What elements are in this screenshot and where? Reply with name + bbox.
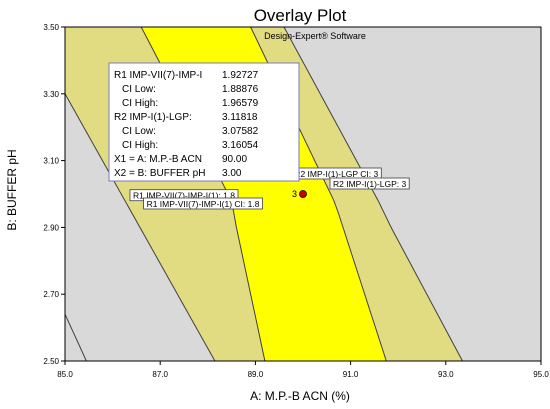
x-tick-label: 91.0 <box>343 370 359 379</box>
design-point: 3 <box>292 189 307 199</box>
flag-label-2: R1 IMP-VII(7)-IMP-I(1) CI: 1.8 <box>147 199 260 209</box>
y-axis-ticks: 2.50 2.70 2.90 3.10 3.30 3.50 <box>43 23 65 366</box>
info-label-r2: R2 IMP-I(1)-LGP: <box>114 112 192 123</box>
software-label: Design-Expert® Software <box>264 31 366 41</box>
info-value-r2-ci-high: 3.16054 <box>222 140 259 151</box>
y-tick-label: 2.90 <box>43 223 59 232</box>
info-value-r2: 3.11818 <box>222 112 258 123</box>
info-label-r2-ci-high: CI High: <box>122 140 158 151</box>
y-tick-label: 3.30 <box>43 90 59 99</box>
y-tick-label: 2.50 <box>43 357 59 366</box>
x-tick-label: 95.0 <box>533 370 549 379</box>
flag-box-4 <box>329 177 410 190</box>
y-tick-label: 3.50 <box>43 23 59 32</box>
y-axis-label: B: BUFFER pH <box>5 149 19 230</box>
info-label-r1-ci-high: CI High: <box>122 98 158 109</box>
contour-line-5 <box>64 313 87 362</box>
info-value-r1-ci-low: 1.88876 <box>222 84 259 95</box>
contour-line-1 <box>64 93 216 362</box>
contour-line-4 <box>283 26 463 362</box>
x-axis-label: A: M.P.-B ACN (%) <box>250 389 350 403</box>
contour-boundaries <box>64 26 463 362</box>
info-label-x2: X2 = B: BUFFER pH <box>114 168 205 179</box>
design-point-label: 3 <box>292 189 297 199</box>
info-label-r1: R1 IMP-VII(7)-IMP-I <box>114 70 202 81</box>
flag-label-4: R2 IMP-I(1)-LGP: 3 <box>333 179 406 189</box>
x-tick-label: 89.0 <box>248 370 264 379</box>
info-box-frame <box>108 62 300 182</box>
chart-title: Overlay Plot <box>254 6 347 25</box>
info-value-x2: 3.00 <box>222 168 242 179</box>
flag-label-1: R1 IMP-VII(7)-IMP-I(1): 1.8 <box>133 191 235 201</box>
ci-band-right-region <box>250 27 463 361</box>
x-tick-label: 93.0 <box>438 370 454 379</box>
y-tick-label: 3.10 <box>43 157 59 166</box>
plot-frame <box>64 26 542 362</box>
flag-box-2 <box>143 197 263 210</box>
flag-label-3: R2 IMP-I(1)-LGP CI: 3 <box>294 169 378 179</box>
x-axis-ticks: 85.0 87.0 89.0 91.0 93.0 95.0 <box>57 361 549 379</box>
info-value-r2-ci-low: 3.07582 <box>222 126 259 137</box>
x-tick-label: 85.0 <box>57 370 73 379</box>
info-value-r1: 1.92727 <box>222 70 259 81</box>
info-label-r1-ci-low: CI Low: <box>122 84 156 95</box>
y-tick-label: 2.70 <box>43 290 59 299</box>
info-label-r2-ci-low: CI Low: <box>122 126 156 137</box>
info-value-r1-ci-high: 1.96579 <box>222 98 259 109</box>
info-box: R1 IMP-VII(7)-IMP-I 1.92727 CI Low: 1.88… <box>108 62 300 182</box>
info-value-x1: 90.00 <box>222 154 247 165</box>
info-label-x1: X1 = A: M.P.-B ACN <box>114 154 202 165</box>
design-point-marker <box>299 190 307 198</box>
x-tick-label: 87.0 <box>152 370 168 379</box>
